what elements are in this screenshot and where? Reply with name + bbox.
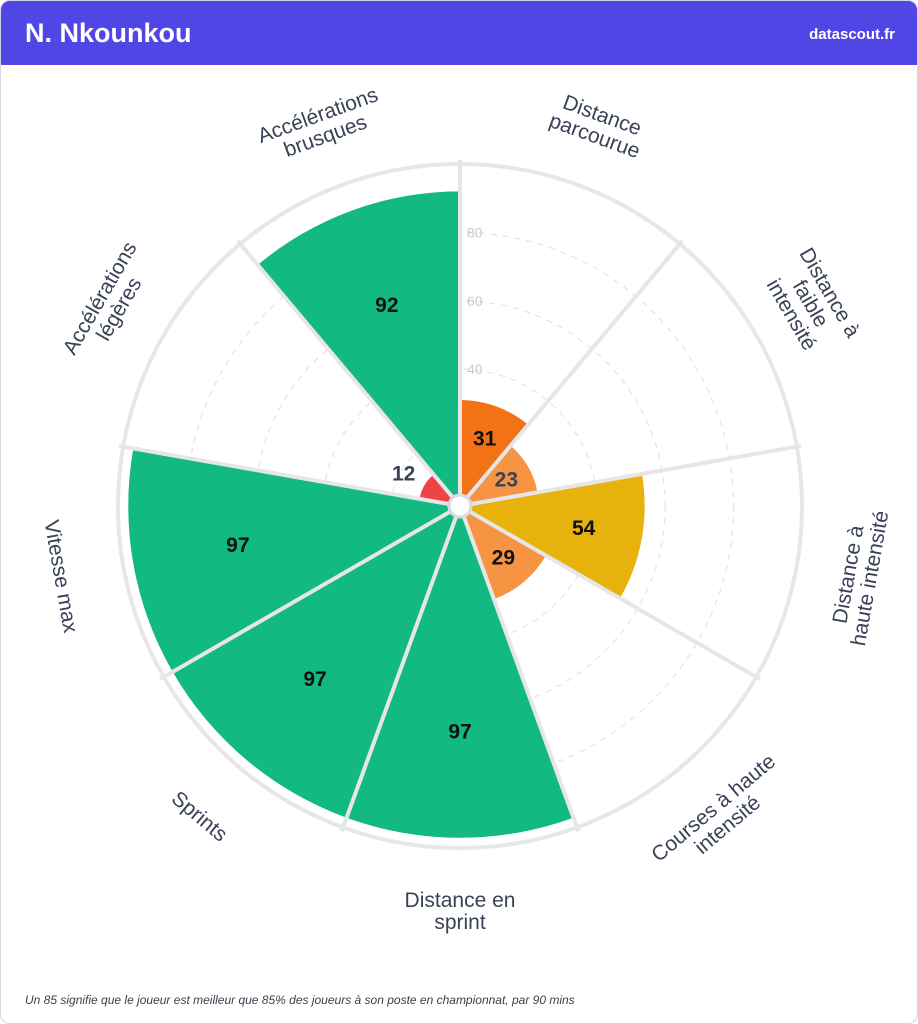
spoke-8: [118, 443, 461, 508]
category-label-line: Sprints: [167, 787, 232, 847]
category-label-line: Distance en: [405, 889, 516, 912]
spoke-9: [236, 239, 462, 508]
value-label-8: 12: [392, 462, 415, 485]
sector-3: [466, 473, 645, 599]
spoke-6: [339, 505, 462, 832]
radial-tick-label: 80: [467, 224, 483, 240]
category-label-line: Vitesse max: [39, 518, 82, 635]
sector-7: [128, 448, 454, 672]
spoke-2: [458, 239, 684, 508]
sector-5: [346, 513, 574, 838]
value-label-2: 23: [495, 468, 518, 491]
spoke-4: [458, 504, 761, 681]
value-label-7: 97: [226, 534, 249, 557]
radial-tick-label: 60: [467, 293, 483, 309]
center-hub: [447, 493, 473, 519]
category-label-line: sprint: [434, 911, 486, 934]
spoke-3: [459, 443, 802, 508]
value-label-6: 97: [303, 668, 326, 691]
sector-9: [257, 191, 460, 500]
category-label-7: Vitesse max: [39, 518, 82, 635]
sector-1: [460, 399, 529, 500]
sector-6: [172, 510, 458, 818]
spoke-7: [159, 504, 461, 681]
data-layer: [118, 160, 802, 838]
value-label-4: 29: [492, 547, 515, 570]
sector-2: [465, 445, 538, 505]
grid-ring: [254, 300, 666, 712]
spoke-5: [458, 505, 581, 832]
footnote-text: Un 85 signifie que le joueur est meilleu…: [25, 993, 575, 1007]
player-name-title: N. Nkounkou: [25, 18, 192, 48]
sector-8: [419, 474, 455, 505]
category-label-6: Sprints: [167, 787, 232, 847]
sector-4: [462, 510, 546, 600]
value-label-9: 92: [375, 294, 398, 317]
value-label-3: 54: [572, 517, 596, 540]
radial-tick-label: 40: [467, 361, 483, 377]
value-label-5: 97: [448, 721, 471, 744]
value-label-1: 31: [473, 427, 497, 450]
header-bar: N. Nkounkou datascout.fr: [1, 1, 917, 65]
brand-link[interactable]: datascout.fr: [809, 26, 895, 43]
